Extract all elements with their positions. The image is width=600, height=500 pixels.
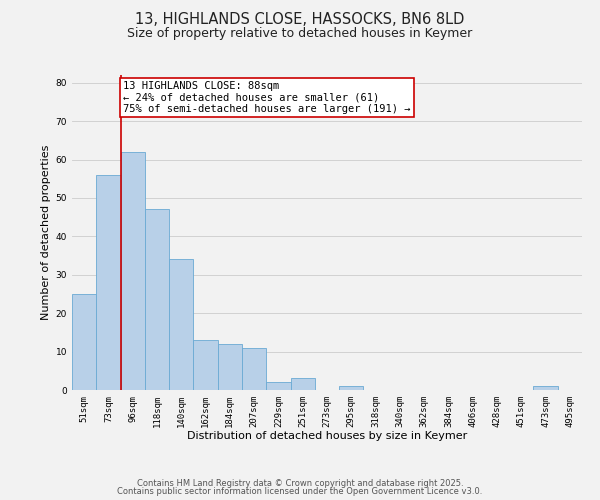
Text: 13, HIGHLANDS CLOSE, HASSOCKS, BN6 8LD: 13, HIGHLANDS CLOSE, HASSOCKS, BN6 8LD — [136, 12, 464, 28]
Bar — [121, 152, 145, 390]
Bar — [145, 210, 169, 390]
Bar — [218, 344, 242, 390]
Bar — [72, 294, 96, 390]
Text: Contains HM Land Registry data © Crown copyright and database right 2025.: Contains HM Land Registry data © Crown c… — [137, 478, 463, 488]
Bar — [290, 378, 315, 390]
Bar — [533, 386, 558, 390]
Y-axis label: Number of detached properties: Number of detached properties — [41, 145, 52, 320]
Bar — [193, 340, 218, 390]
Bar — [96, 175, 121, 390]
Text: Contains public sector information licensed under the Open Government Licence v3: Contains public sector information licen… — [118, 487, 482, 496]
Text: Size of property relative to detached houses in Keymer: Size of property relative to detached ho… — [127, 28, 473, 40]
Bar — [266, 382, 290, 390]
Text: 13 HIGHLANDS CLOSE: 88sqm
← 24% of detached houses are smaller (61)
75% of semi-: 13 HIGHLANDS CLOSE: 88sqm ← 24% of detac… — [123, 81, 410, 114]
Bar — [242, 348, 266, 390]
Bar — [169, 260, 193, 390]
X-axis label: Distribution of detached houses by size in Keymer: Distribution of detached houses by size … — [187, 432, 467, 442]
Bar — [339, 386, 364, 390]
